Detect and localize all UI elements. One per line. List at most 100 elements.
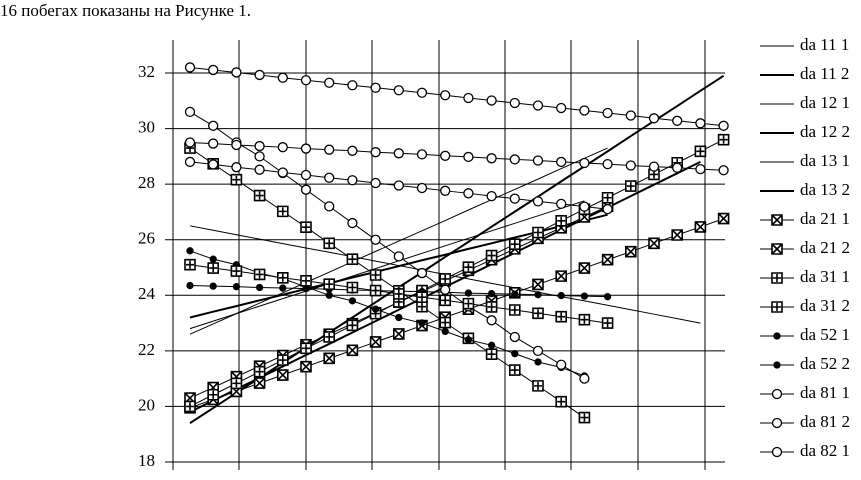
point (184, 156, 196, 168)
legend-marker (773, 332, 781, 340)
point (346, 281, 359, 294)
point (369, 269, 382, 281)
point (348, 297, 357, 305)
point (440, 150, 451, 161)
point (601, 253, 614, 266)
point (253, 189, 266, 202)
legend-label: da 11 1 (800, 35, 849, 54)
point (579, 201, 590, 212)
point (555, 270, 567, 282)
point (578, 411, 591, 424)
point (323, 237, 335, 250)
point (324, 172, 335, 183)
point (463, 188, 474, 199)
point (532, 155, 544, 166)
point (277, 167, 288, 178)
point (232, 283, 241, 291)
point (578, 262, 591, 274)
point (532, 345, 544, 357)
point (300, 221, 312, 234)
point (347, 217, 358, 229)
point (300, 342, 312, 355)
point (578, 313, 591, 326)
point (347, 175, 358, 186)
legend-label: da 11 2 (800, 64, 849, 83)
point (509, 364, 521, 376)
point (300, 184, 312, 195)
point (463, 151, 474, 163)
point (625, 245, 637, 258)
legend-marker (771, 272, 783, 284)
series (189, 200, 585, 330)
legend-label: da 12 2 (800, 122, 850, 141)
point (369, 336, 382, 348)
point (208, 138, 219, 149)
y-tick-label: 26 (138, 229, 155, 248)
point (184, 400, 196, 413)
legend-marker (771, 214, 783, 226)
point (672, 115, 683, 126)
point (253, 377, 266, 389)
point (393, 85, 404, 96)
series-line (189, 111, 585, 380)
point (370, 82, 381, 93)
point (371, 305, 380, 313)
legend-label: da 13 2 (800, 180, 850, 199)
point (324, 77, 335, 88)
point (277, 271, 289, 284)
legend-label: da 82 1 (800, 441, 850, 460)
point (395, 313, 403, 322)
point (556, 156, 567, 168)
point (717, 133, 730, 146)
point (486, 190, 497, 202)
point (579, 373, 590, 384)
point (532, 380, 544, 392)
point (416, 182, 428, 194)
legend-label: da 81 2 (800, 412, 850, 431)
caption-text: 16 побегах показаны на Рисунке 1. (0, 1, 251, 20)
point (485, 348, 498, 360)
point (487, 341, 496, 349)
point (209, 282, 217, 290)
point (532, 196, 544, 207)
point (601, 317, 614, 329)
point (625, 180, 637, 192)
point (416, 300, 428, 313)
point (416, 149, 428, 160)
point (324, 144, 335, 155)
point (486, 153, 497, 164)
point (393, 288, 405, 300)
point (486, 315, 497, 326)
legend-label: da 81 1 (800, 383, 850, 402)
point (462, 297, 475, 310)
point (184, 137, 196, 148)
legend-label: da 13 1 (800, 151, 850, 170)
point (625, 110, 636, 121)
legend-marker (771, 446, 783, 458)
point (511, 290, 519, 298)
point (369, 284, 382, 297)
point (254, 164, 265, 175)
point (648, 161, 660, 172)
point (603, 293, 612, 301)
point (462, 261, 475, 274)
y-tick-label: 28 (138, 173, 155, 192)
point (695, 118, 706, 129)
y-tick-label: 22 (138, 340, 155, 359)
point (672, 162, 683, 173)
point (648, 113, 660, 124)
point (602, 203, 613, 215)
point (323, 331, 335, 343)
point (347, 145, 358, 156)
point (532, 278, 544, 291)
point (534, 358, 542, 366)
point (509, 238, 521, 250)
point (393, 148, 404, 159)
series (184, 137, 729, 176)
point (277, 72, 288, 83)
series-line (189, 200, 585, 330)
legend-label: da 12 1 (800, 93, 850, 112)
legend-label: da 52 1 (800, 325, 850, 344)
point (416, 291, 428, 304)
point (207, 388, 219, 401)
